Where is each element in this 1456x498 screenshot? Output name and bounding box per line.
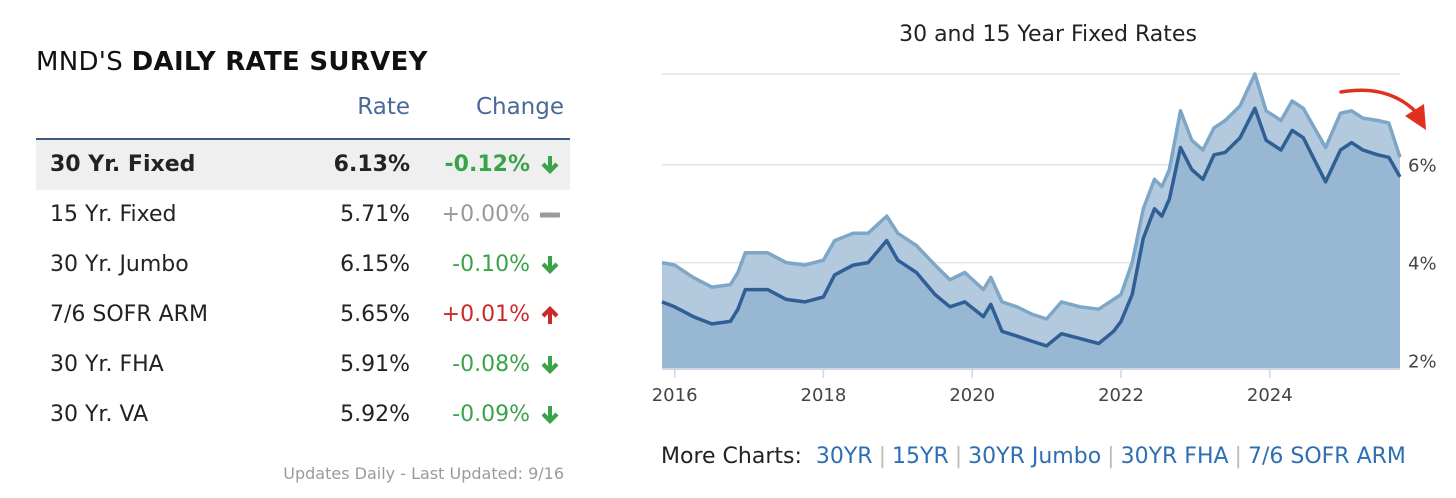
arrow-down-icon <box>538 340 564 390</box>
more-charts-label: More Charts: <box>661 444 802 469</box>
x-tick-label: 2024 <box>1247 385 1293 406</box>
product-name: 15 Yr. Fixed <box>50 202 177 227</box>
more-charts-bar: More Charts: 30YR | 15YR | 30YR Jumbo | 30YR FH… <box>661 444 1406 469</box>
arrow-down-icon <box>538 140 564 190</box>
product-name: 30 Yr. Jumbo <box>50 252 189 277</box>
y-axis-ticks: 2% 4% 6% <box>1408 156 1437 373</box>
y-tick-label: 2% <box>1408 352 1437 373</box>
series-15yr-area <box>662 108 1400 369</box>
x-tick-label: 2020 <box>949 385 995 406</box>
survey-title-bold: DAILY RATE SURVEY <box>131 47 428 77</box>
arrow-down-icon <box>538 390 564 440</box>
table-row[interactable]: 7/6 SOFR ARM 5.65% +0.01% <box>36 290 570 340</box>
rate-value: 5.71% <box>340 202 410 227</box>
rate-value: 5.65% <box>340 302 410 327</box>
table-row[interactable]: 30 Yr. Fixed 6.13% -0.12% <box>36 140 570 190</box>
change-value: +0.00% <box>441 202 530 227</box>
survey-title-prefix: MND'S <box>36 47 124 77</box>
product-name: 30 Yr. VA <box>50 402 149 427</box>
link-15yr[interactable]: 15YR <box>892 444 949 469</box>
table-row[interactable]: 30 Yr. FHA 5.91% -0.08% <box>36 340 570 390</box>
change-value: -0.09% <box>452 402 530 427</box>
y-tick-label: 4% <box>1408 254 1437 275</box>
product-name: 7/6 SOFR ARM <box>50 302 208 327</box>
x-axis-ticks: 2016 2018 2020 2022 2024 <box>652 369 1293 406</box>
survey-table-header: Rate Change <box>36 80 570 140</box>
y-tick-label: 6% <box>1408 156 1437 177</box>
annotation-arrow-shaft <box>1339 88 1418 114</box>
rate-value: 6.15% <box>340 252 410 277</box>
table-row[interactable]: 30 Yr. Jumbo 6.15% -0.10% <box>36 240 570 290</box>
rate-survey-panel: MND'S DAILY RATE SURVEY Rate Change 30 Y… <box>36 44 570 483</box>
series-15yr-line <box>661 106 1402 348</box>
rate-value: 5.91% <box>340 352 410 377</box>
x-tick-label: 2016 <box>652 385 698 406</box>
link-30yr[interactable]: 30YR <box>815 444 873 469</box>
series-30yr-line <box>661 72 1402 321</box>
arrow-down-icon <box>538 240 564 290</box>
survey-footer: Updates Daily - Last Updated: 9/16 <box>283 464 564 483</box>
change-value: -0.12% <box>444 152 530 177</box>
table-row[interactable]: 15 Yr. Fixed 5.71% +0.00% <box>36 190 570 240</box>
rate-value: 5.92% <box>340 402 410 427</box>
annotation-arrow-head <box>1405 104 1426 130</box>
link-sofr-arm[interactable]: 7/6 SOFR ARM <box>1247 444 1406 469</box>
link-30yr-jumbo[interactable]: 30YR Jumbo <box>968 444 1102 469</box>
dash-icon <box>538 190 564 240</box>
product-name: 30 Yr. Fixed <box>50 152 196 177</box>
change-value: +0.01% <box>441 302 530 327</box>
arrow-up-icon <box>538 290 564 340</box>
change-column-header: Change <box>475 94 564 120</box>
chart-title: 30 and 15 Year Fixed Rates <box>899 22 1197 47</box>
x-tick-label: 2022 <box>1098 385 1144 406</box>
red-arrow-annotation-icon <box>1339 88 1426 130</box>
table-row[interactable]: 30 Yr. VA 5.92% -0.09% <box>36 390 570 440</box>
change-value: -0.10% <box>452 252 530 277</box>
rate-value: 6.13% <box>333 152 410 177</box>
survey-title: MND'S DAILY RATE SURVEY <box>36 44 570 80</box>
product-name: 30 Yr. FHA <box>50 352 164 377</box>
change-value: -0.08% <box>452 352 530 377</box>
link-30yr-fha[interactable]: 30YR FHA <box>1120 444 1229 469</box>
rate-column-header: Rate <box>357 94 410 120</box>
x-tick-label: 2018 <box>801 385 847 406</box>
